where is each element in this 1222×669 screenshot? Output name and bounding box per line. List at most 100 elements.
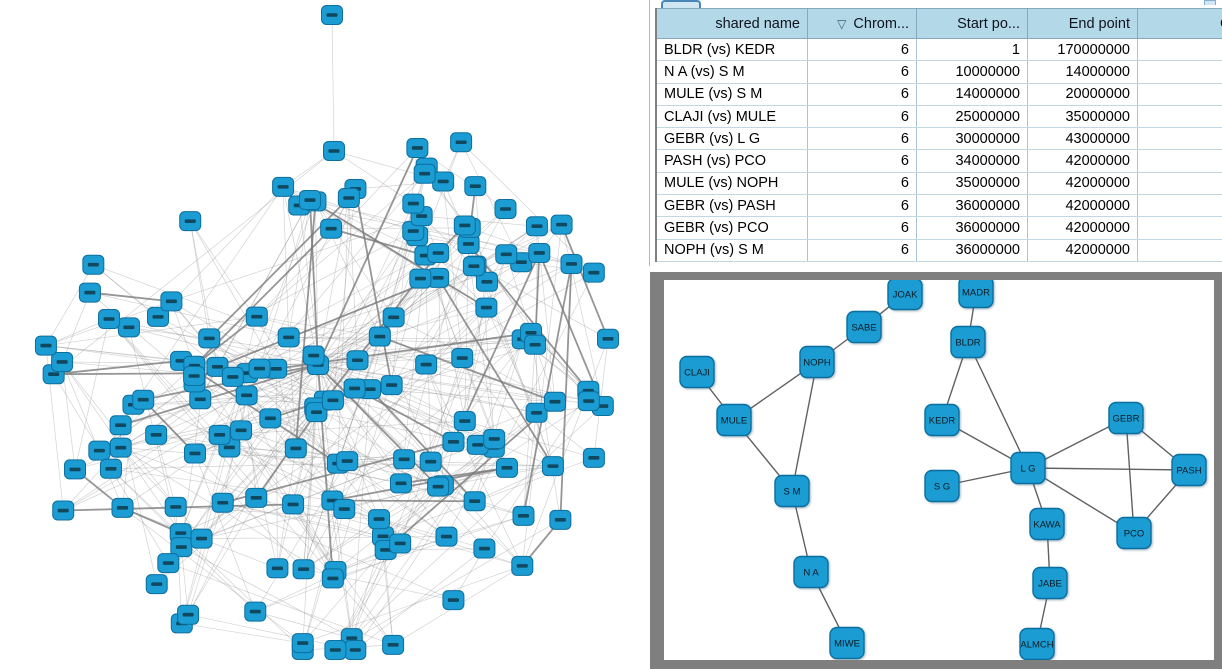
table-cell[interactable]: 6 <box>807 216 917 240</box>
overview-node[interactable] <box>577 391 600 412</box>
overview-node[interactable] <box>266 558 289 579</box>
table-cell[interactable]: 36000000 <box>916 239 1028 262</box>
column-header-genetic-[interactable]: Genetic... <box>1137 8 1222 39</box>
network-node-s-m[interactable]: S M <box>774 474 810 508</box>
overview-node[interactable] <box>464 176 487 197</box>
overview-node[interactable] <box>157 553 180 574</box>
overview-node[interactable] <box>248 358 271 379</box>
network-node-l-g[interactable]: L G <box>1010 451 1046 485</box>
table-cell[interactable]: 35000000 <box>916 172 1028 196</box>
network-edge-gebr-pco[interactable] <box>1125 417 1135 534</box>
overview-node[interactable] <box>541 456 564 477</box>
network-node-almch[interactable]: ALMCH <box>1019 627 1055 660</box>
overview-node[interactable] <box>109 415 132 436</box>
overview-node[interactable] <box>511 555 534 576</box>
overview-node[interactable] <box>145 424 168 445</box>
overview-node[interactable] <box>495 457 518 478</box>
network-node-n-a[interactable]: N A <box>793 555 829 589</box>
overview-node[interactable] <box>321 568 344 589</box>
table-cell[interactable]: 11.4 <box>1137 149 1222 173</box>
overview-node[interactable] <box>164 496 187 517</box>
overview-node[interactable] <box>453 215 476 236</box>
overview-node[interactable] <box>98 309 121 330</box>
overview-node[interactable] <box>324 640 347 660</box>
network-detail-canvas[interactable]: JOAK SABE NOPH CLAJI MULE S M N A MIWE MADR BLDR K… <box>664 280 1214 660</box>
table-cell[interactable]: 8.4 <box>1137 216 1222 240</box>
overview-node[interactable] <box>51 351 74 372</box>
overview-node[interactable] <box>277 327 300 348</box>
overview-node[interactable] <box>208 424 231 445</box>
overview-node[interactable] <box>177 604 200 625</box>
table-cell[interactable]: CLAJI (vs) MULE <box>655 105 808 129</box>
table-row[interactable]: GEBR (vs) L G6300000004300000016.9 <box>655 127 1222 151</box>
table-cell[interactable]: 35000000 <box>1027 105 1138 129</box>
overview-node[interactable] <box>442 590 465 611</box>
network-node-noph[interactable]: NOPH <box>799 345 835 379</box>
table-cell[interactable]: 6 <box>807 105 917 129</box>
table-cell[interactable]: 6 <box>807 127 917 151</box>
table-cell[interactable]: 6 <box>807 149 917 173</box>
network-overview-canvas[interactable] <box>0 0 650 669</box>
table-cell[interactable]: 6 <box>807 172 917 196</box>
overview-node[interactable] <box>368 509 391 530</box>
overview-node[interactable] <box>393 449 416 470</box>
network-node-kawa[interactable]: KAWA <box>1029 507 1065 541</box>
overview-node[interactable] <box>413 163 436 184</box>
network-node-claji[interactable]: CLAJI <box>679 355 715 389</box>
table-cell[interactable]: 7.5 <box>1137 83 1222 106</box>
table-cell[interactable]: 170000000 <box>1027 38 1138 62</box>
column-header-shared-name[interactable]: shared name <box>655 8 808 39</box>
table-cell[interactable]: 192.0 <box>1137 38 1222 62</box>
column-header-start-po-[interactable]: Start po... <box>916 8 1028 39</box>
overview-node[interactable] <box>543 391 566 412</box>
table-row[interactable]: N A (vs) S M610000000140000006.6 <box>655 60 1222 84</box>
overview-node[interactable] <box>453 411 476 432</box>
overview-node[interactable] <box>475 297 498 318</box>
column-header-end-point[interactable]: End point <box>1027 8 1138 39</box>
overview-node[interactable] <box>298 190 321 211</box>
table-cell[interactable]: 20000000 <box>1027 83 1138 106</box>
table-cell[interactable]: 42000000 <box>1027 172 1138 196</box>
overview-node[interactable] <box>343 378 366 399</box>
overview-node[interactable] <box>88 440 111 461</box>
table-cell[interactable]: 16.9 <box>1137 127 1222 151</box>
overview-node[interactable] <box>596 328 619 349</box>
network-node-s-g[interactable]: S G <box>924 469 960 503</box>
overview-node[interactable] <box>415 354 438 375</box>
overview-node[interactable] <box>170 537 193 558</box>
overview-node[interactable] <box>549 509 572 530</box>
table-cell[interactable]: 9.9 <box>1137 239 1222 262</box>
table-row[interactable]: PASH (vs) PCO6340000004200000011.4 <box>655 149 1222 173</box>
overview-node[interactable] <box>78 282 101 303</box>
overview-node[interactable] <box>245 306 268 327</box>
overview-node[interactable] <box>494 198 517 219</box>
overview-node[interactable] <box>64 459 87 480</box>
overview-node[interactable] <box>346 350 369 371</box>
overview-node[interactable] <box>189 389 212 410</box>
overview-node[interactable] <box>34 335 57 356</box>
overview-node[interactable] <box>582 447 605 468</box>
overview-node[interactable] <box>282 494 305 515</box>
overview-node[interactable] <box>82 254 105 275</box>
table-cell[interactable]: 6 <box>807 83 917 106</box>
overview-node[interactable] <box>402 221 425 242</box>
overview-node[interactable] <box>483 428 506 449</box>
overview-node[interactable] <box>435 526 458 547</box>
table-cell[interactable]: 14000000 <box>1027 60 1138 84</box>
network-edge-l-g-pco[interactable] <box>1027 467 1135 534</box>
overview-node[interactable] <box>473 538 496 559</box>
table-tab-fragment[interactable] <box>661 0 701 8</box>
overview-node[interactable] <box>292 559 315 580</box>
overview-node[interactable] <box>323 141 345 161</box>
overview-node[interactable] <box>147 306 170 327</box>
network-node-pco[interactable]: PCO <box>1116 516 1152 550</box>
network-node-jabe[interactable]: JABE <box>1032 566 1068 600</box>
overview-node[interactable] <box>450 132 473 153</box>
overview-node[interactable] <box>160 291 183 312</box>
overview-node[interactable] <box>409 268 432 289</box>
network-node-joak[interactable]: JOAK <box>887 280 923 311</box>
overview-node[interactable] <box>183 365 206 386</box>
overview-node[interactable] <box>524 334 547 355</box>
overview-node[interactable] <box>336 451 359 472</box>
overview-node[interactable] <box>402 193 425 214</box>
